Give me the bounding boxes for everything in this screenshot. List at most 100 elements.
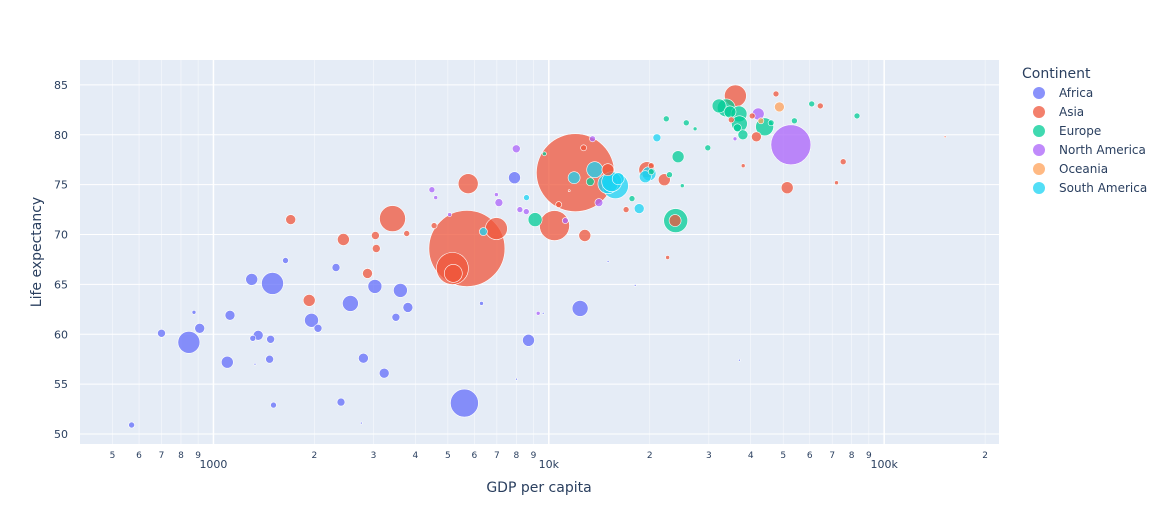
bubble-africa <box>508 171 521 184</box>
x-minor-tick-label: 9 <box>531 451 537 461</box>
bubble-africa <box>393 283 408 298</box>
bubble-africa <box>221 355 234 369</box>
x-minor-tick-label: 5 <box>445 451 451 461</box>
legend-marker-europe <box>1033 125 1045 137</box>
x-minor-tick-label: 3 <box>706 451 712 461</box>
bubble-asia <box>647 162 655 169</box>
bubble-africa <box>253 362 257 366</box>
legend: Continent Africa Asia Europe North America O… <box>1022 66 1147 195</box>
bubble-europe <box>808 100 816 108</box>
x-minor-tick-label: 2 <box>312 451 318 461</box>
bubble-north-america <box>433 195 439 200</box>
bubble-north-america <box>594 198 604 207</box>
bubble-africa <box>331 263 341 272</box>
bubble-south-america <box>611 172 625 185</box>
bubble-europe <box>527 212 543 227</box>
bubble-north-america <box>447 212 452 217</box>
bubble-asia <box>580 144 587 152</box>
bubble-europe <box>711 98 727 114</box>
bubble-asia <box>748 112 756 120</box>
bubble-africa <box>336 397 346 407</box>
bubble-south-america <box>586 161 604 178</box>
bubble-europe <box>682 119 690 127</box>
bubble-north-america <box>516 206 524 213</box>
bubble-north-america <box>494 192 499 197</box>
bubble-africa <box>224 309 236 321</box>
bubble-africa <box>177 330 201 354</box>
legend-title: Continent <box>1022 66 1091 82</box>
bubble-africa <box>378 367 390 379</box>
bubble-africa <box>265 354 274 364</box>
x-minor-tick-label: 2 <box>982 451 988 461</box>
x-minor-tick-label: 2 <box>647 451 653 461</box>
bubble-africa <box>738 358 741 362</box>
bubble-africa <box>515 377 518 381</box>
bubble-europe <box>671 150 685 163</box>
bubble-europe <box>733 123 742 133</box>
legend-label-north-america: North America <box>1059 143 1146 157</box>
bubble-africa <box>270 401 277 409</box>
bubble-north-america <box>589 135 596 143</box>
legend-label-africa: Africa <box>1059 86 1093 100</box>
bubble-south-america <box>638 170 652 183</box>
bubble-asia <box>379 205 406 232</box>
bubble-asia <box>727 116 735 124</box>
bubble-africa <box>541 311 545 315</box>
bubble-asia <box>430 222 438 229</box>
bubble-asia <box>457 173 479 194</box>
plot-area <box>80 60 999 444</box>
bubble-south-america <box>523 194 530 201</box>
bubble-asia <box>555 201 563 208</box>
bubble-asia <box>371 244 381 253</box>
bubble-africa <box>313 323 323 333</box>
bubble-africa <box>367 279 383 294</box>
bubble-asia <box>539 210 570 241</box>
bubble-europe <box>767 119 775 127</box>
x-major-tick-label: 1000 <box>199 458 227 471</box>
y-tick-label: 70 <box>54 229 68 242</box>
x-minor-tick-label: 7 <box>159 451 165 461</box>
bubble-africa <box>157 328 166 338</box>
x-minor-tick-label: 7 <box>494 451 500 461</box>
bubble-asia <box>622 206 630 213</box>
legend-label-europe: Europe <box>1059 124 1101 138</box>
data-points <box>128 84 947 429</box>
bubble-europe <box>647 168 655 175</box>
bubble-asia <box>740 163 746 168</box>
bubble-europe <box>737 129 749 141</box>
bubble-south-america <box>652 133 662 143</box>
bubble-africa <box>261 272 284 295</box>
y-tick-label: 50 <box>54 428 68 441</box>
x-major-tick-label: 10k <box>539 458 560 471</box>
y-tick-label: 65 <box>54 278 68 291</box>
bubble-north-america <box>511 144 521 154</box>
bubble-asia <box>371 231 380 240</box>
x-minor-tick-label: 4 <box>412 451 418 461</box>
y-axis-ticks: 50 55 60 65 70 75 80 85 <box>54 79 68 441</box>
bubble-europe <box>853 112 861 120</box>
bubble-asia <box>285 214 297 225</box>
bubble-asia <box>601 163 615 176</box>
y-tick-label: 75 <box>54 179 68 192</box>
legend-label-asia: Asia <box>1059 105 1084 119</box>
bubble-asia <box>839 158 847 165</box>
bubble-south-america <box>479 227 488 236</box>
x-axis-title: GDP per capita <box>486 480 591 496</box>
x-minor-tick-label: 8 <box>513 451 519 461</box>
x-minor-tick-label: 7 <box>829 451 835 461</box>
bubble-north-america <box>732 136 738 142</box>
bubble-oceania <box>757 117 765 125</box>
legend-marker-north-america <box>1033 144 1045 156</box>
x-minor-tick-label: 5 <box>110 451 116 461</box>
bubble-africa <box>194 322 205 334</box>
x-minor-tick-label: 8 <box>178 451 184 461</box>
bubble-africa <box>358 352 369 364</box>
bubble-europe <box>666 171 673 178</box>
x-major-tick-label: 100k <box>870 458 898 471</box>
x-minor-tick-label: 6 <box>807 451 813 461</box>
bubble-north-america <box>535 310 541 316</box>
y-tick-label: 55 <box>54 378 68 391</box>
bubble-asia <box>362 268 373 279</box>
y-axis-title: Life expectancy <box>29 197 45 307</box>
